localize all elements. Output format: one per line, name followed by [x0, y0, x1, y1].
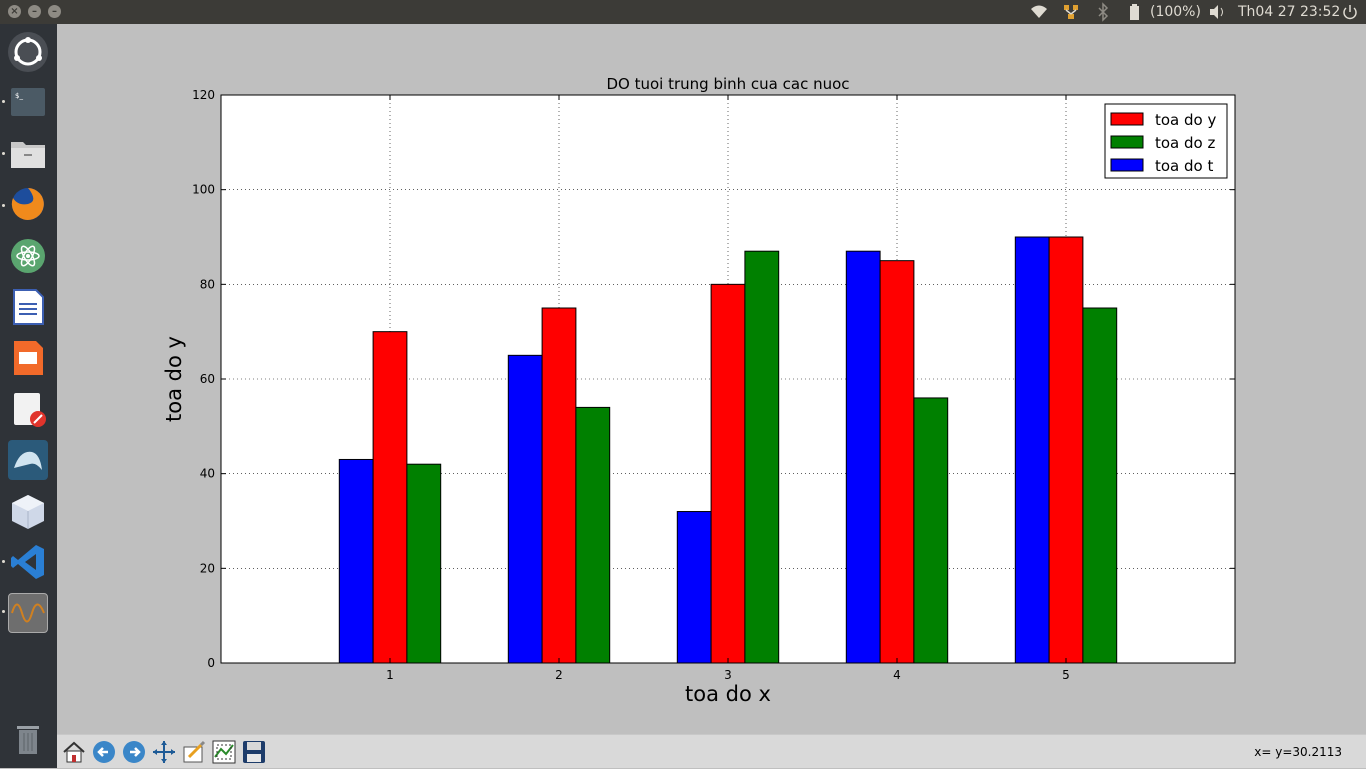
- atom-icon[interactable]: [8, 236, 48, 276]
- y-tick-label: 0: [207, 656, 215, 670]
- wifi-icon[interactable]: [1030, 0, 1048, 24]
- bar-toa-do-z-2: [575, 406, 611, 664]
- bar-toa-do-t-3: [676, 511, 712, 664]
- y-tick-label: 40: [200, 467, 215, 481]
- running-indicator: [2, 610, 5, 613]
- legend-label-toa-do-z: toa do z: [1155, 134, 1215, 152]
- files-icon[interactable]: [8, 134, 48, 174]
- legend-swatch-toa-do-t: [1110, 158, 1144, 172]
- bar-toa-do-t-2: [507, 354, 543, 664]
- update-notifier-icon[interactable]: [1062, 0, 1080, 24]
- launcher: $_: [0, 24, 57, 768]
- running-indicator: [2, 204, 5, 207]
- close-window-button[interactable]: ×: [8, 5, 21, 18]
- trash-icon[interactable]: [8, 718, 48, 758]
- running-indicator: [2, 152, 5, 155]
- y-tick-label: 60: [200, 372, 215, 386]
- home-icon[interactable]: [61, 739, 87, 765]
- x-tick-label: 1: [386, 668, 394, 682]
- power-icon[interactable]: [1342, 0, 1358, 24]
- bar-toa-do-z-3: [744, 250, 780, 664]
- top-panel: × – – (100%) Th04 27 23:52: [0, 0, 1366, 24]
- bluetooth-icon[interactable]: [1097, 0, 1109, 24]
- cube-app-icon[interactable]: [8, 491, 48, 531]
- mysql-workbench-icon[interactable]: [8, 440, 48, 480]
- libreoffice-writer-icon[interactable]: [8, 287, 48, 327]
- x-tick-label: 5: [1062, 668, 1070, 682]
- bar-toa-do-z-1: [406, 463, 442, 664]
- navigation-toolbar: x= y=30.2113: [57, 734, 1366, 768]
- y-tick-label: 120: [192, 88, 215, 102]
- y-axis-label: toa do y: [162, 336, 186, 422]
- legend-swatch-toa-do-z: [1110, 135, 1144, 149]
- bar-toa-do-t-1: [338, 458, 374, 664]
- y-tick-label: 100: [192, 183, 215, 197]
- svg-text:$_: $_: [15, 92, 23, 100]
- legend-label-toa-do-y: toa do y: [1155, 111, 1216, 129]
- zoom-icon[interactable]: [211, 739, 237, 765]
- running-indicator: [2, 560, 5, 563]
- back-icon[interactable]: [91, 739, 117, 765]
- minimize-window-button[interactable]: –: [28, 5, 41, 18]
- dash-home-icon[interactable]: [8, 32, 48, 72]
- x-axis-label: toa do x: [685, 682, 771, 706]
- battery-icon[interactable]: [1128, 0, 1140, 24]
- bar-toa-do-z-5: [1082, 307, 1118, 664]
- chart-title: DO tuoi trung binh cua cac nuoc: [606, 75, 849, 93]
- matplotlib-figure-icon[interactable]: [8, 593, 48, 633]
- terminal-icon[interactable]: $_: [8, 82, 48, 122]
- bar-toa-do-t-5: [1014, 236, 1050, 664]
- y-tick-label: 20: [200, 561, 215, 575]
- bar-toa-do-t-4: [845, 250, 881, 664]
- running-indicator: [2, 100, 5, 103]
- bar-toa-do-z-4: [913, 397, 949, 664]
- figure-canvas[interactable]: DO tuoi trung binh cua cac nuoc 1 2 3 4 5 0 20…: [57, 24, 1366, 734]
- bar-toa-do-y-3: [710, 283, 746, 664]
- firefox-icon[interactable]: [8, 184, 48, 224]
- text-editor-icon[interactable]: [8, 389, 48, 429]
- bar-toa-do-y-4: [879, 260, 915, 664]
- vscode-icon[interactable]: [8, 542, 48, 582]
- x-tick-label: 2: [555, 668, 563, 682]
- configure-subplots-icon[interactable]: [181, 739, 207, 765]
- volume-icon[interactable]: [1208, 0, 1226, 24]
- cursor-coordinates: x= y=30.2113: [1254, 745, 1342, 759]
- bar-chart[interactable]: DO tuoi trung binh cua cac nuoc 1 2 3 4 5 0 20…: [57, 24, 1366, 734]
- battery-percentage[interactable]: (100%): [1150, 4, 1201, 20]
- libreoffice-impress-icon[interactable]: [8, 338, 48, 378]
- forward-icon[interactable]: [121, 739, 147, 765]
- legend-swatch-toa-do-y: [1110, 112, 1144, 126]
- x-tick-label: 4: [893, 668, 901, 682]
- pan-icon[interactable]: [151, 739, 177, 765]
- maximize-window-button[interactable]: –: [48, 5, 61, 18]
- clock[interactable]: Th04 27 23:52: [1238, 4, 1341, 20]
- bar-toa-do-y-1: [372, 331, 408, 664]
- legend-label-toa-do-t: toa do t: [1155, 157, 1213, 175]
- x-tick-label: 3: [724, 668, 732, 682]
- save-icon[interactable]: [241, 739, 267, 765]
- bar-toa-do-y-2: [541, 307, 577, 664]
- bar-toa-do-y-5: [1048, 236, 1084, 664]
- y-tick-label: 80: [200, 277, 215, 291]
